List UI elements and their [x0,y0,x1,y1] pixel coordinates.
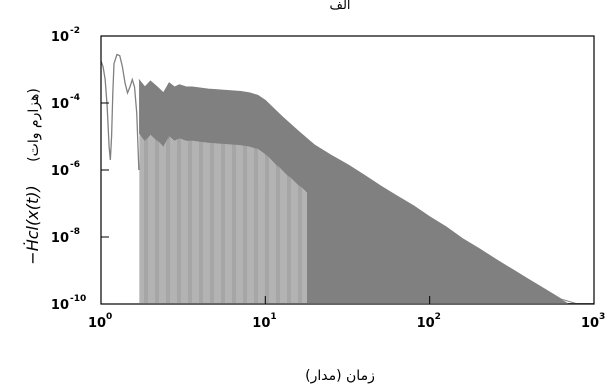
y-tick-exponent: -2 [70,26,80,36]
y-tick-label: 10 [51,298,69,313]
y-tick-label: 10 [51,30,69,45]
x-tick-label: 10 [417,316,435,331]
x-tick-exponent: 3 [599,312,605,322]
y-tick-exponent: -6 [70,160,80,170]
x-tick-label: 10 [252,316,270,331]
y-tick-exponent: -10 [70,294,86,304]
x-tick-exponent: 2 [435,312,441,322]
y-tick-exponent: -4 [70,93,80,103]
y-axis-title-unit: (هزارم وات) [26,88,42,162]
data-series-early-curve [100,53,140,171]
x-axis-title: زمان (مدار) [305,368,375,384]
x-tick-label: 10 [88,316,106,331]
data-series-envelope [138,79,594,305]
x-axis-ticks: 10 0 10 1 10 2 10 3 [88,296,605,331]
y-tick-exponent: -8 [70,227,80,237]
plot-series-group [100,53,595,305]
x-tick-exponent: 0 [106,312,112,322]
y-tick-label: 10 [51,164,69,179]
chart-title: الف [329,0,350,13]
y-tick-label: 10 [51,97,69,112]
data-series-oscillation [139,80,595,304]
x-tick-label: 10 [581,316,599,331]
y-axis-title-group: −Ḣcl(x(t)) (هزارم وات) [23,88,42,265]
y-axis-title-formula: −Ḣcl(x(t)) [23,185,42,264]
y-tick-label: 10 [51,231,69,246]
x-tick-exponent: 1 [270,312,276,322]
